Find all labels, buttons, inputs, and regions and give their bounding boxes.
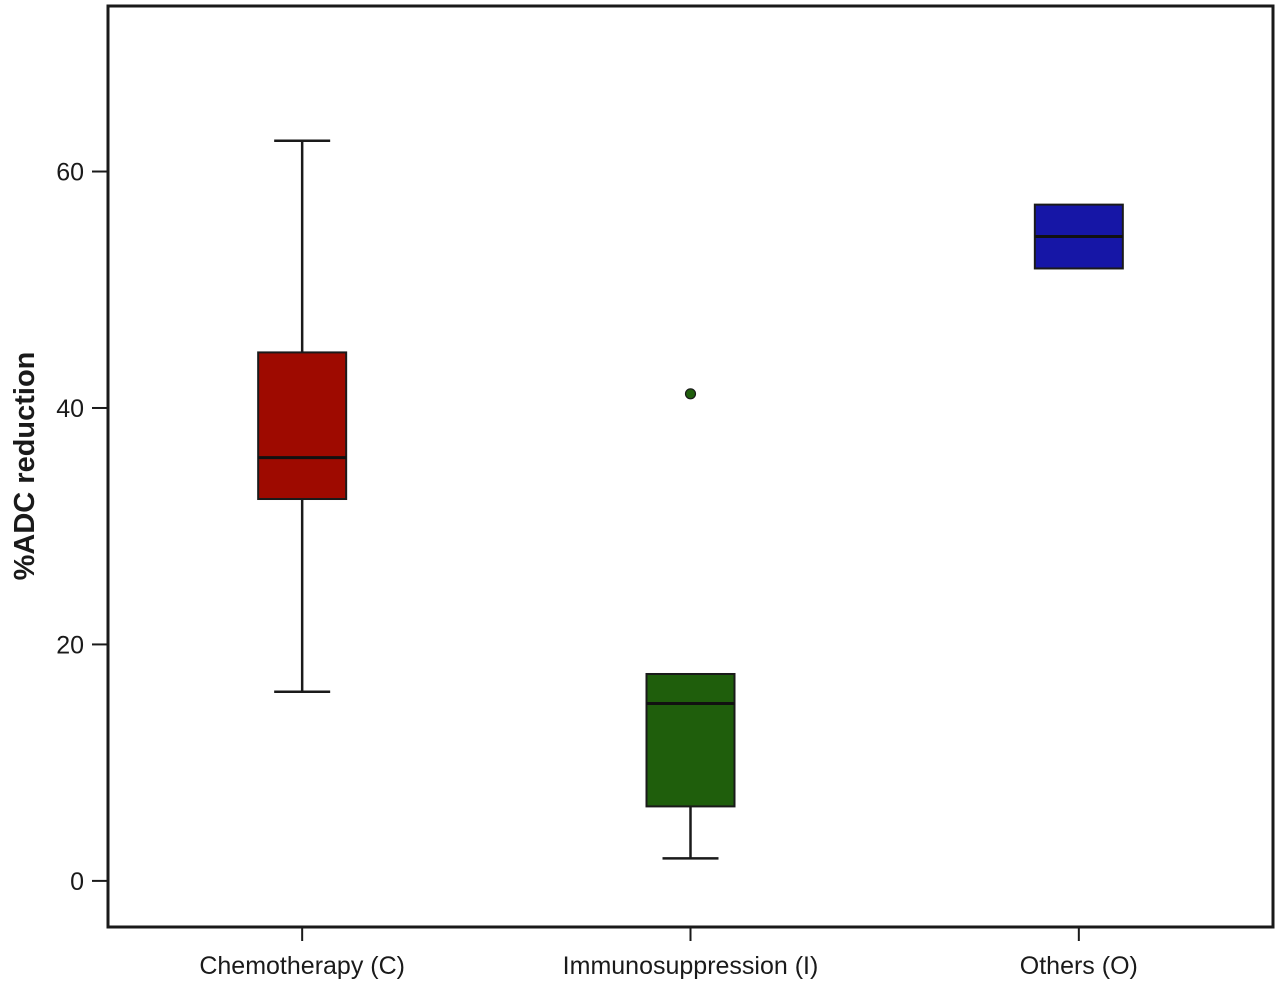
y-axis: 0 20 40 60 [56,159,108,896]
box-iqr [645,672,736,808]
y-axis-title: %ADC reduction [9,352,41,581]
boxes [257,139,1124,860]
x-category-label: Immunosuppression (I) [563,952,819,980]
box-iqr [257,351,348,501]
y-tick-label: 60 [56,159,84,187]
box-group [1033,203,1124,270]
box-group [257,139,348,693]
y-tick-label: 20 [56,631,84,659]
box-group [645,388,736,860]
y-tick-label: 40 [56,395,84,423]
x-axis: Chemotherapy (C) Immunosuppression (I) Oth… [199,927,1138,980]
y-tick-label: 0 [70,868,84,896]
x-category-label: Others (O) [1020,952,1138,980]
x-category-label: Chemotherapy (C) [199,952,405,980]
outlier-point [684,388,697,400]
